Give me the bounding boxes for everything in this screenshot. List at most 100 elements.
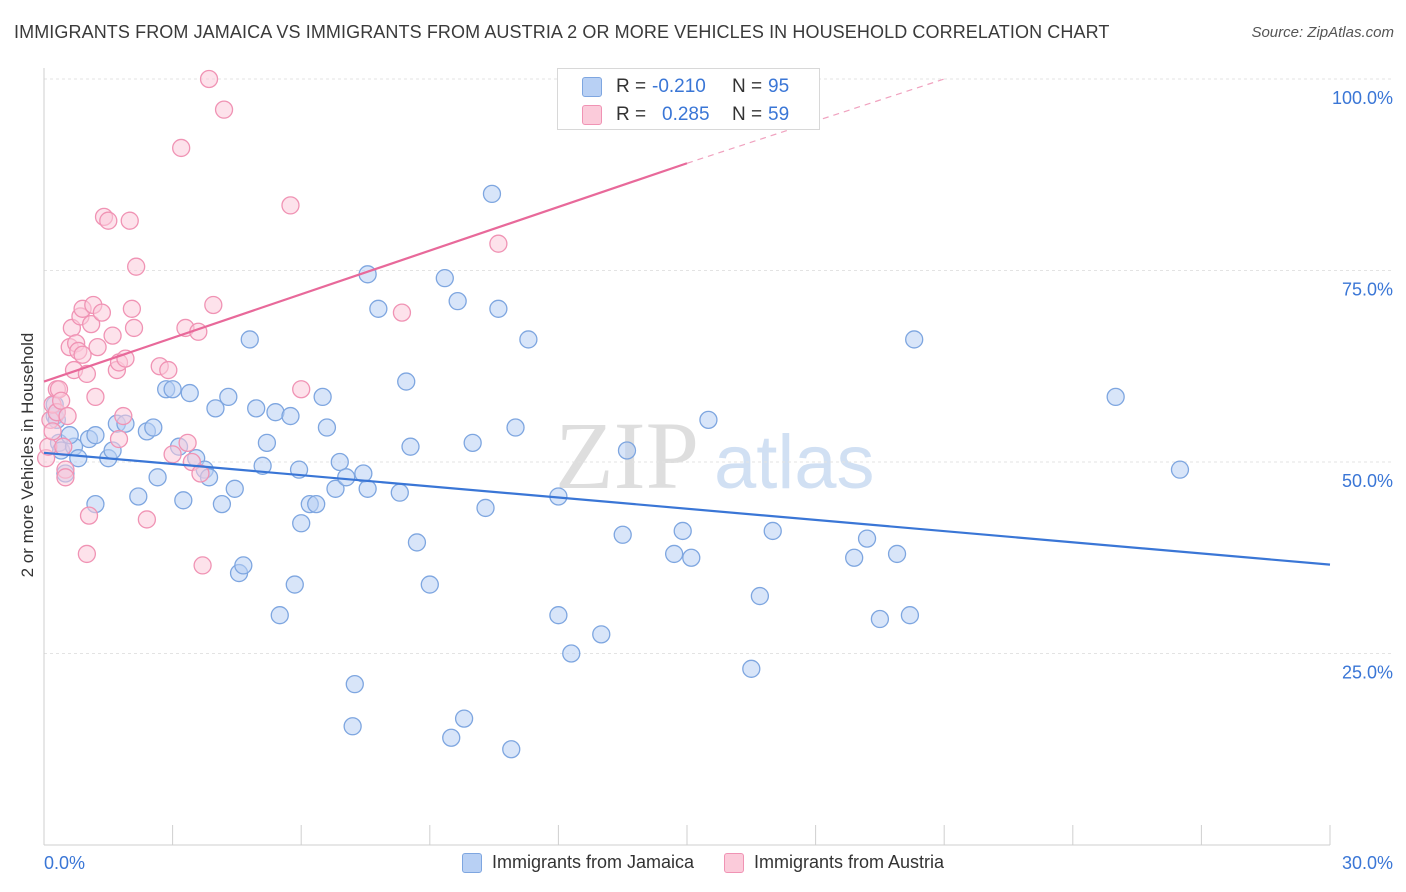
austria-point: [56, 468, 75, 487]
jamaica-point: [174, 491, 193, 510]
jamaica-r-value: -0.210: [652, 76, 706, 97]
jamaica-point: [1170, 460, 1190, 479]
jamaica-point: [887, 544, 907, 564]
austria-point: [88, 337, 107, 357]
jamaica-point: [845, 548, 864, 567]
austria-legend-label: Immigrants from Austria: [754, 852, 945, 872]
jamaica-point: [454, 709, 474, 728]
jamaica-legend-label: Immigrants from Jamaica: [491, 852, 694, 872]
y-tick-label: 50.0%: [1342, 471, 1393, 491]
austria-point: [54, 437, 73, 456]
jamaica-point: [313, 387, 332, 407]
jamaica-point: [180, 383, 199, 403]
jamaica-legend-swatch: [461, 852, 482, 873]
jamaica-point: [664, 544, 684, 564]
jamaica-point: [212, 494, 232, 514]
jamaica-point: [317, 418, 337, 437]
jamaica-point: [307, 494, 326, 514]
jamaica-point: [163, 380, 182, 399]
jamaica-point: [219, 387, 238, 407]
jamaica-point: [870, 609, 890, 629]
austria-point: [392, 303, 412, 322]
austria-point: [79, 506, 99, 525]
austria-points: [36, 69, 508, 575]
austria-point: [124, 318, 144, 338]
source-label: Source: ZipAtlas.com: [1251, 24, 1394, 41]
correlation-legend: R = -0.210 N = 95 R = 0.285 N = 59: [557, 68, 820, 130]
jamaica-point: [502, 740, 521, 759]
austria-point: [58, 406, 77, 426]
austria-point: [191, 464, 210, 483]
jamaica-point: [857, 529, 877, 548]
jamaica-point: [562, 644, 581, 663]
jamaica-point: [617, 441, 637, 460]
jamaica-point: [369, 299, 388, 318]
austria-point: [77, 544, 97, 564]
austria-point: [122, 299, 142, 318]
austria-swatch: [582, 105, 602, 125]
austria-point: [99, 211, 118, 230]
y-tick-labels: 25.0% 50.0% 75.0% 100.0%: [1332, 88, 1393, 683]
jamaica-trend-line: [43, 451, 1331, 566]
legend-row-jamaica: R = -0.210 N = 95: [582, 76, 789, 98]
austria-point: [43, 422, 62, 441]
jamaica-point: [1106, 387, 1125, 407]
jamaica-point: [326, 479, 345, 498]
austria-point: [103, 326, 122, 345]
austria-point: [73, 345, 92, 364]
jamaica-point: [420, 575, 439, 594]
jamaica-point: [390, 483, 409, 502]
austria-point: [199, 69, 219, 89]
austria-point: [127, 257, 146, 276]
jamaica-point: [682, 548, 701, 567]
jamaica-n-value: 95: [768, 76, 790, 97]
chart-title: IMMIGRANTS FROM JAMAICA VS IMMIGRANTS FR…: [14, 22, 1110, 42]
jamaica-point: [397, 372, 416, 391]
austria-n-value: 59: [768, 104, 790, 125]
jamaica-point: [489, 299, 508, 318]
jamaica-point: [673, 521, 692, 541]
x-tick-label: 30.0%: [1342, 853, 1393, 873]
jamaica-point: [285, 575, 304, 594]
jamaica-point: [270, 606, 289, 625]
austria-r-value: 0.285: [662, 104, 710, 125]
jamaica-point: [742, 659, 761, 678]
jamaica-swatch: [582, 77, 602, 97]
jamaica-point: [463, 433, 482, 453]
r-label: R =: [616, 104, 647, 125]
austria-point: [114, 406, 133, 426]
austria-point: [172, 138, 191, 158]
jamaica-point: [343, 717, 362, 736]
jamaica-point: [442, 728, 461, 747]
jamaica-point: [281, 406, 300, 426]
legend-item-austria[interactable]: Immigrants from Austria: [724, 852, 944, 873]
jamaica-point: [247, 399, 266, 418]
jamaica-point: [763, 521, 782, 541]
jamaica-point: [86, 426, 105, 445]
jamaica-point: [253, 456, 272, 475]
x-tick-label: 0.0%: [44, 853, 85, 873]
austria-point: [204, 295, 223, 315]
jamaica-point: [905, 330, 924, 349]
jamaica-point: [234, 556, 253, 575]
jamaica-point: [482, 184, 502, 204]
jamaica-point: [69, 449, 88, 468]
jamaica-point: [549, 606, 568, 625]
austria-point: [178, 433, 197, 453]
legend-item-jamaica[interactable]: Immigrants from Jamaica: [461, 852, 694, 873]
austria-point: [489, 234, 508, 253]
jamaica-point: [699, 410, 718, 430]
jamaica-point: [330, 452, 349, 472]
jamaica-point: [257, 433, 277, 453]
austria-point: [163, 445, 182, 464]
jamaica-point: [519, 330, 538, 349]
austria-point: [51, 391, 71, 410]
legend-row-austria: R = 0.285 N = 59: [582, 104, 789, 126]
austria-point: [137, 510, 157, 529]
austria-trend-line: [43, 162, 688, 383]
jamaica-point: [476, 498, 495, 518]
jamaica-point: [448, 291, 467, 311]
austria-point: [86, 387, 105, 407]
jamaica-point: [148, 468, 167, 487]
